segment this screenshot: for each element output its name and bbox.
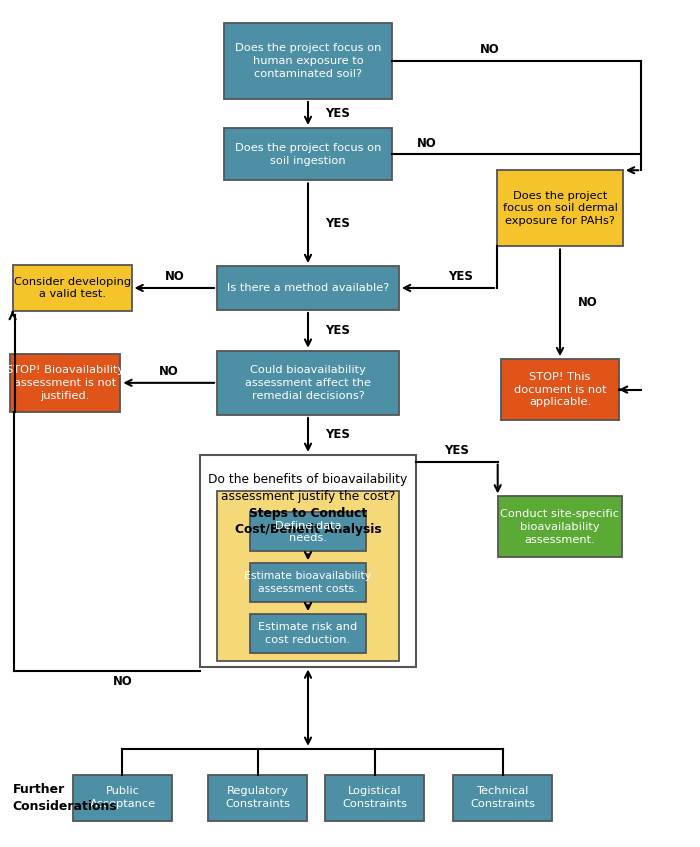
FancyBboxPatch shape: [200, 455, 416, 667]
FancyBboxPatch shape: [10, 354, 120, 412]
Text: YES: YES: [325, 107, 350, 120]
FancyBboxPatch shape: [208, 775, 307, 821]
FancyBboxPatch shape: [497, 170, 623, 246]
Text: Further
Considerations: Further Considerations: [13, 783, 118, 812]
FancyBboxPatch shape: [217, 491, 399, 661]
FancyBboxPatch shape: [498, 496, 622, 557]
FancyBboxPatch shape: [224, 23, 392, 99]
Text: Conduct site-specific
bioavailability
assessment.: Conduct site-specific bioavailability as…: [500, 509, 620, 545]
FancyBboxPatch shape: [251, 512, 365, 551]
Text: Is there a method available?: Is there a method available?: [227, 283, 389, 293]
FancyBboxPatch shape: [73, 775, 172, 821]
Text: Regulatory
Constraints: Regulatory Constraints: [225, 787, 290, 809]
Text: Could bioavailability
assessment affect the
remedial decisions?: Could bioavailability assessment affect …: [245, 365, 371, 401]
Text: NO: NO: [159, 365, 178, 379]
Text: Estimate risk and
cost reduction.: Estimate risk and cost reduction.: [258, 623, 358, 645]
Text: Does the project focus on
human exposure to
contaminated soil?: Does the project focus on human exposure…: [234, 43, 382, 79]
Text: YES: YES: [325, 429, 350, 441]
Text: YES: YES: [444, 444, 469, 457]
Text: NO: NO: [417, 136, 437, 150]
Text: NO: NO: [164, 270, 184, 284]
Text: Do the benefits of bioavailability
assessment justify the cost?: Do the benefits of bioavailability asses…: [209, 473, 407, 503]
Text: YES: YES: [325, 217, 350, 230]
Text: STOP! This
document is not
applicable.: STOP! This document is not applicable.: [514, 372, 606, 407]
Text: Steps to Conduct
Cost/Benefit Analysis: Steps to Conduct Cost/Benefit Analysis: [234, 507, 382, 536]
Text: Define data
needs.: Define data needs.: [274, 521, 342, 543]
Text: STOP! Bioavailability
assessment is not
justified.: STOP! Bioavailability assessment is not …: [6, 365, 124, 401]
Text: YES: YES: [325, 324, 350, 337]
Text: Consider developing
a valid test.: Consider developing a valid test.: [13, 277, 131, 299]
FancyBboxPatch shape: [501, 359, 619, 420]
FancyBboxPatch shape: [251, 614, 365, 653]
FancyBboxPatch shape: [224, 128, 392, 180]
Text: Logistical
Constraints: Logistical Constraints: [342, 787, 407, 809]
Text: NO: NO: [480, 43, 500, 57]
FancyBboxPatch shape: [13, 265, 132, 311]
FancyBboxPatch shape: [453, 775, 552, 821]
Text: Does the project
focus on soil dermal
exposure for PAHs?: Does the project focus on soil dermal ex…: [503, 191, 617, 226]
Text: Does the project focus on
soil ingestion: Does the project focus on soil ingestion: [234, 143, 382, 165]
Text: NO: NO: [578, 296, 598, 309]
FancyBboxPatch shape: [251, 563, 365, 602]
Text: YES: YES: [448, 270, 473, 284]
FancyBboxPatch shape: [217, 266, 399, 310]
FancyBboxPatch shape: [325, 775, 424, 821]
Text: Technical
Constraints: Technical Constraints: [470, 787, 535, 809]
Text: Public
Acceptance: Public Acceptance: [90, 787, 155, 809]
Text: NO: NO: [113, 675, 132, 689]
FancyBboxPatch shape: [217, 351, 399, 415]
Text: Estimate bioavailability
assessment costs.: Estimate bioavailability assessment cost…: [244, 572, 372, 594]
